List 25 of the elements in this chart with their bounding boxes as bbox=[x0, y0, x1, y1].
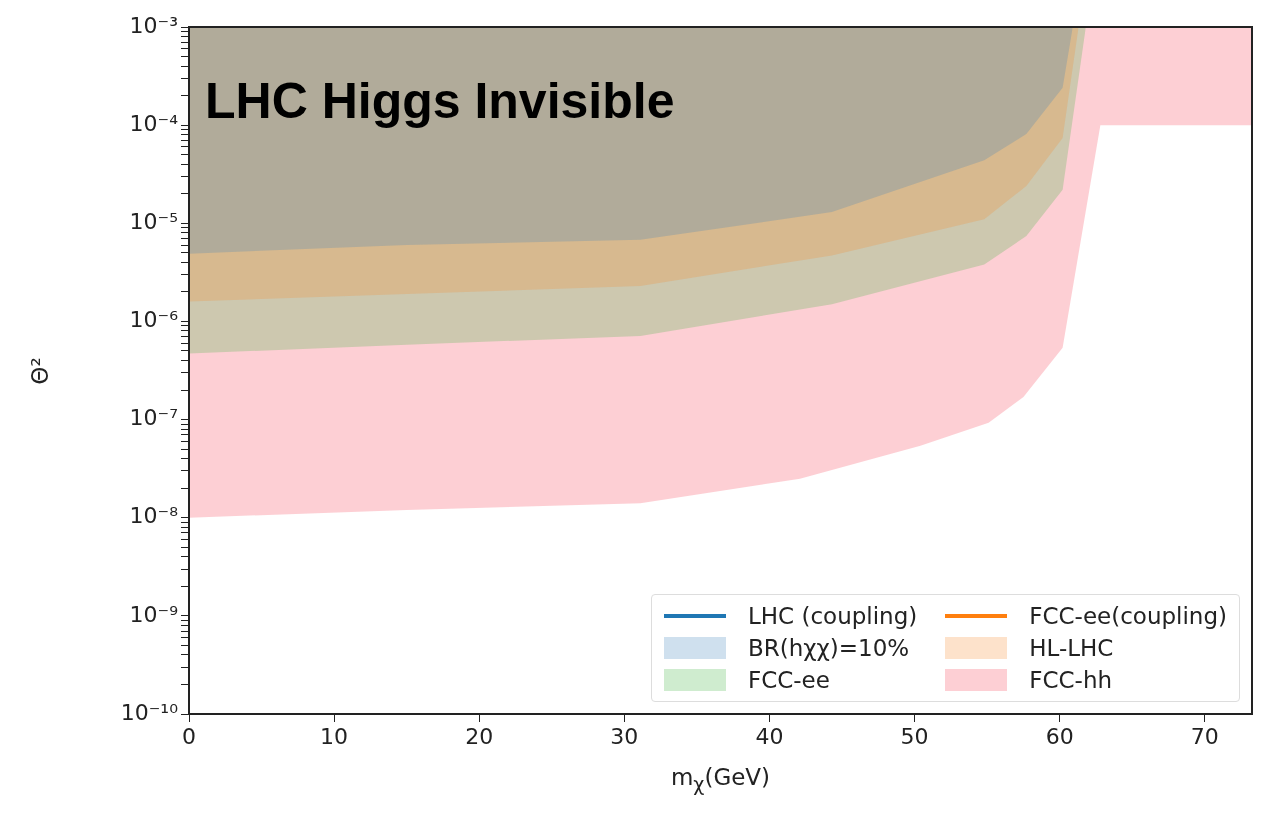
y-tick-label: 10⁻⁵ bbox=[129, 209, 178, 234]
y-tick-label: 10⁻⁸ bbox=[129, 503, 179, 529]
legend-label: BR(hχχ)=10% bbox=[747, 635, 910, 661]
y-tick-label: 10⁻⁹ bbox=[129, 601, 178, 627]
x-tick-label: 40 bbox=[755, 723, 784, 749]
y-tick-label: 10⁻⁷ bbox=[129, 405, 178, 431]
x-tick-label: 30 bbox=[610, 723, 639, 749]
x-tick-label: 20 bbox=[465, 723, 494, 749]
x-axis-title: m$_{χ}$(GeV) bbox=[670, 764, 771, 796]
legend-label: HL-LHC bbox=[1029, 635, 1114, 661]
legend-label: FCC-ee(coupling) bbox=[1029, 603, 1227, 629]
legend-label: FCC-hh bbox=[1029, 667, 1113, 693]
legend-label: LHC (coupling) bbox=[747, 603, 918, 629]
x-tick-label: 10 bbox=[320, 723, 349, 749]
y-tick-label: 10⁻⁴ bbox=[129, 110, 179, 136]
y-tick-label: 10⁻³ bbox=[129, 12, 178, 38]
x-tick-label: 50 bbox=[900, 723, 929, 749]
legend-label: FCC-ee bbox=[747, 667, 830, 693]
x-tick-label: 70 bbox=[1190, 723, 1219, 749]
x-tick-label: 60 bbox=[1045, 723, 1074, 749]
y-axis-title: Θ² bbox=[27, 356, 53, 385]
text: LHC Higgs Invisible bbox=[205, 72, 675, 130]
y-tick-label: 10⁻⁶ bbox=[129, 307, 179, 333]
x-tick-label: 0 bbox=[182, 723, 196, 749]
y-tick-label: 10⁻¹⁰ bbox=[120, 699, 179, 725]
